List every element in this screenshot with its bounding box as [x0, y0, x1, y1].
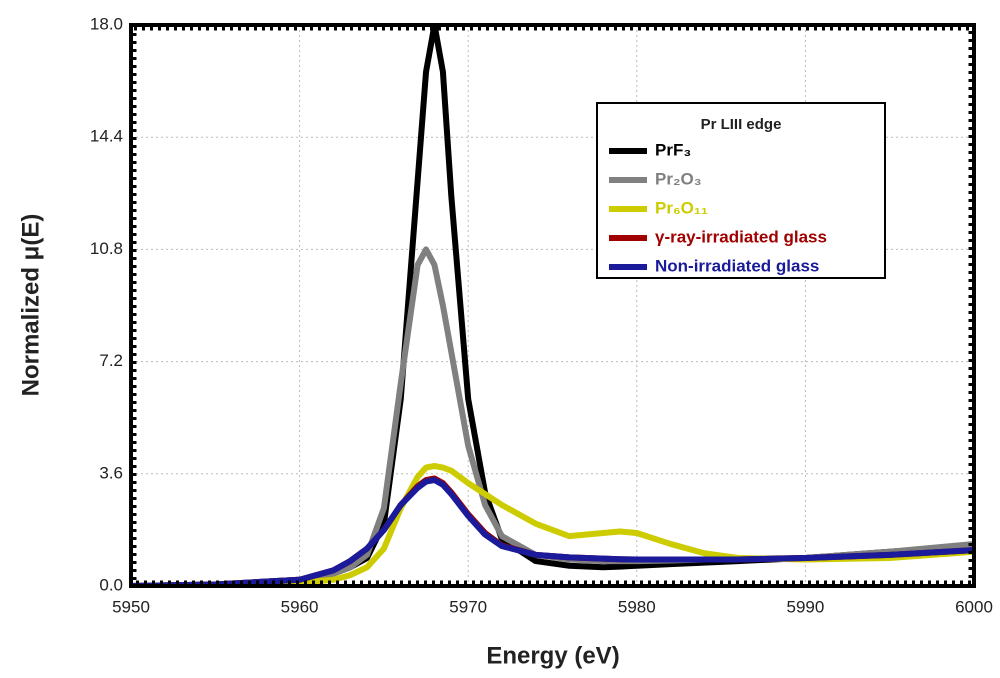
y-tick-label: 18.0 [90, 14, 123, 33]
y-tick-label: 3.6 [99, 463, 123, 482]
y-tick-label: 14.4 [90, 127, 123, 146]
plot-frame [129, 23, 976, 588]
x-tick-label: 5950 [112, 597, 150, 616]
legend-box [596, 102, 886, 279]
x-tick-label: 5980 [618, 597, 656, 616]
x-tick-label: 6000 [955, 597, 993, 616]
series-line [131, 477, 974, 586]
x-tick-label: 5960 [281, 597, 319, 616]
legend-title: Pr LIII edge [701, 116, 782, 133]
y-tick-label: 10.8 [90, 239, 123, 258]
y-tick-label: 0.0 [99, 575, 123, 594]
legend-label: Non-irradiated glass [655, 256, 819, 275]
legend-label: γ-ray-irradiated glass [655, 227, 827, 246]
y-axis-label: Normalized μ(E) [17, 214, 44, 397]
legend-label: PrF₃ [655, 140, 691, 159]
plot-frame-ticks [131, 25, 974, 586]
series-line [131, 246, 974, 586]
y-tick-label: 7.2 [99, 351, 123, 370]
x-tick-label: 5970 [449, 597, 487, 616]
x-axis-label: Energy (eV) [486, 642, 619, 669]
x-tick-label: 5990 [786, 597, 824, 616]
legend-label: Pr₆O₁₁ [655, 198, 708, 217]
series-line [131, 463, 974, 586]
legend-label: Pr₂O₃ [655, 169, 702, 188]
